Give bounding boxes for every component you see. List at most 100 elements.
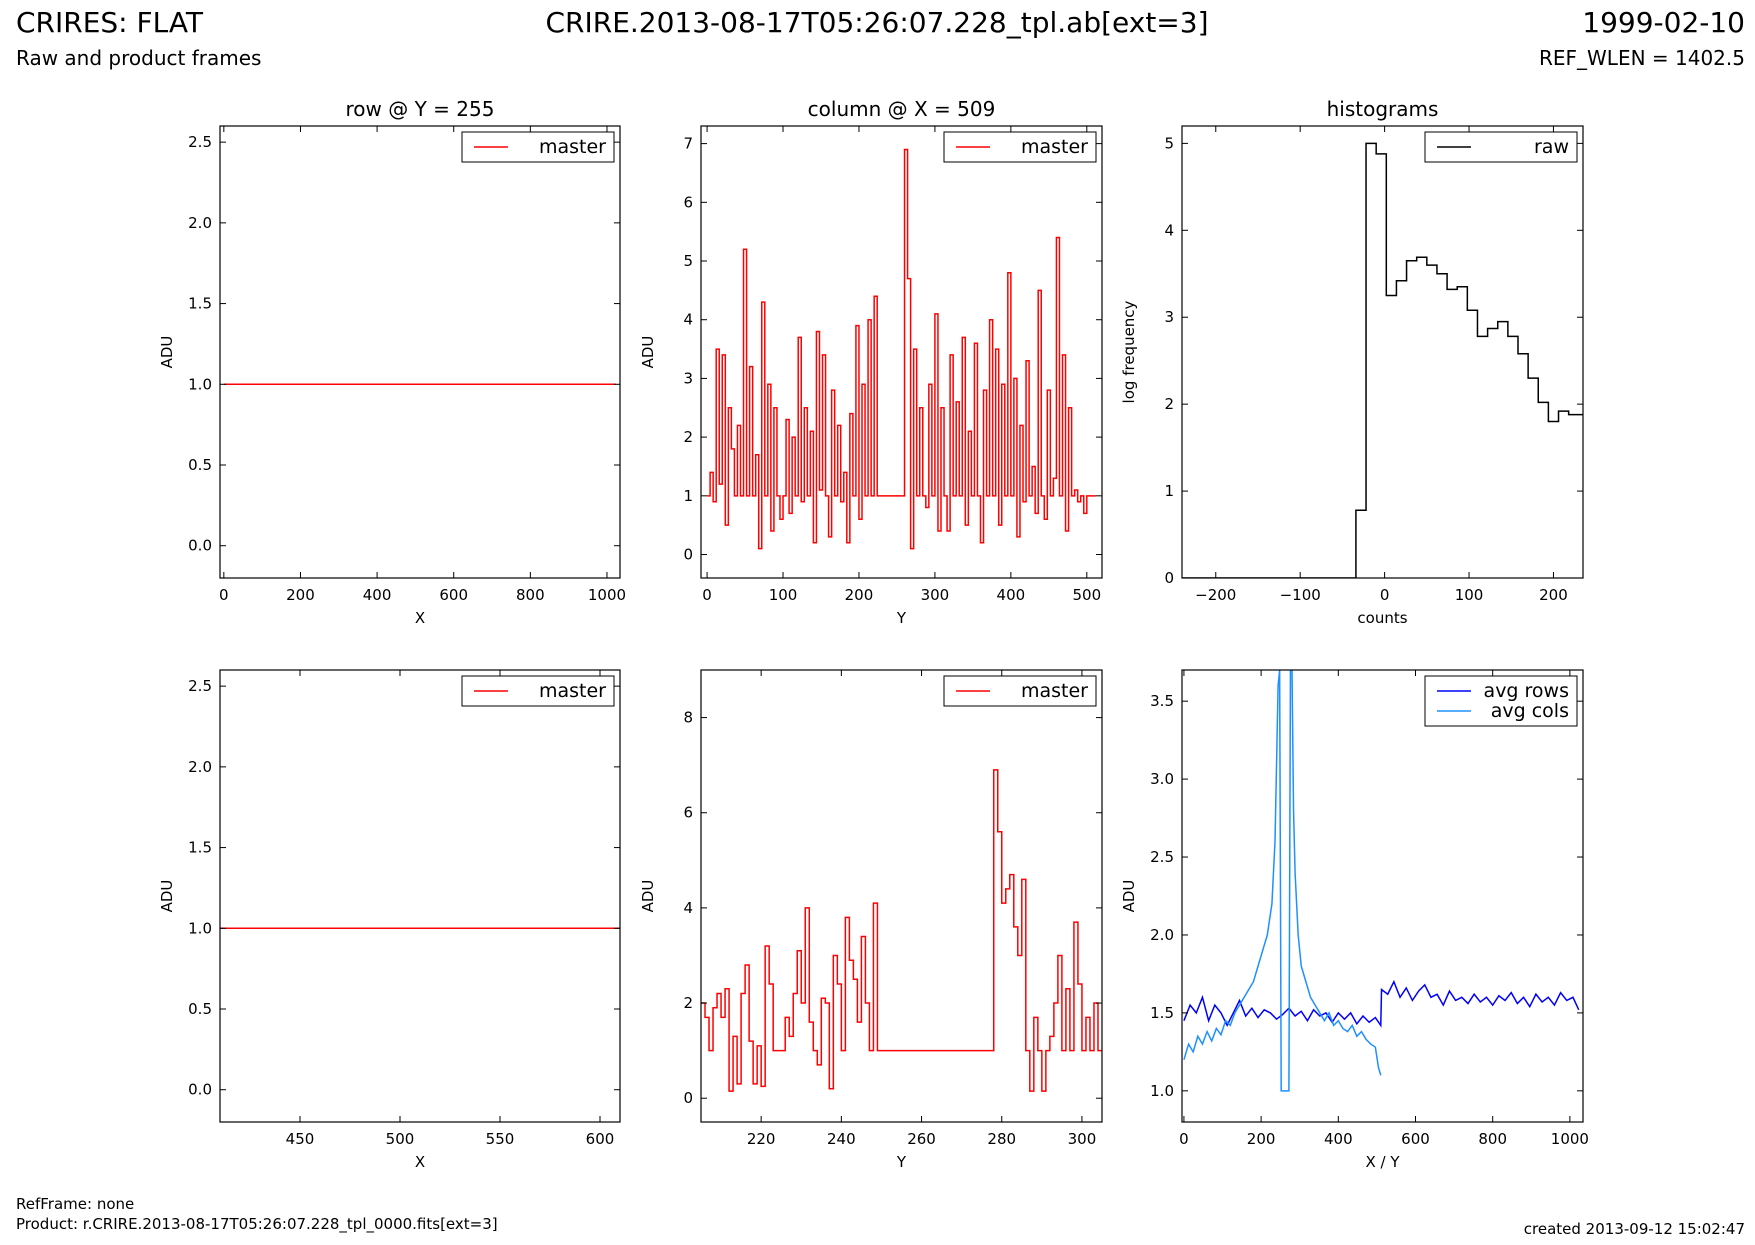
- footer-refframe: RefFrame: none: [16, 1195, 135, 1213]
- x-tick-label: −100: [1280, 586, 1321, 604]
- chart-title: column @ X = 509: [808, 97, 996, 121]
- axes-frame: [1181, 125, 1584, 579]
- legend-label: raw: [1534, 136, 1569, 158]
- y-tick-label: 8: [683, 709, 693, 727]
- y-axis-label: ADU: [158, 336, 176, 369]
- chart-row-zoom: 450 500 550 600 0.0 0.5 1.0 1.5 2.0 2.5 X ADU master: [158, 669, 621, 1171]
- x-tick-label: 0: [702, 586, 712, 604]
- y-axis-label: ADU: [158, 880, 176, 913]
- y-tick-label: 1.5: [1150, 1004, 1174, 1022]
- legend-label: avg cols: [1491, 700, 1569, 722]
- axes-frame: [700, 125, 1103, 579]
- x-tick-label: 800: [516, 586, 545, 604]
- legend: master: [461, 131, 615, 163]
- y-tick-label: 0: [683, 1089, 693, 1107]
- subtitle-left: Raw and product frames: [16, 46, 262, 70]
- x-tick-label: 220: [747, 1130, 776, 1148]
- y-axis-label: ADU: [1120, 880, 1138, 913]
- x-tick-label: 600: [439, 586, 468, 604]
- legend: master: [943, 675, 1097, 707]
- x-tick-label: 0: [1380, 586, 1390, 604]
- y-tick-label: 1: [1164, 482, 1174, 500]
- y-tick-label: 0: [1164, 569, 1174, 587]
- x-axis-label: Y: [896, 1153, 907, 1171]
- legend: master: [943, 131, 1097, 163]
- x-tick-label: 600: [586, 1130, 615, 1148]
- x-tick-label: 200: [1247, 1130, 1276, 1148]
- y-tick-label: 5: [1164, 134, 1174, 152]
- y-tick-label: 1: [683, 487, 693, 505]
- axes-frame: [700, 669, 1103, 1123]
- y-tick-label: 2: [683, 428, 693, 446]
- y-tick-label: 0: [683, 546, 693, 564]
- title-center: CRIRE.2013-08-17T05:26:07.228_tpl.ab[ext…: [545, 6, 1209, 39]
- x-tick-label: 0: [1179, 1130, 1189, 1148]
- y-tick-label: 0.5: [188, 1000, 212, 1018]
- y-tick-label: 3: [683, 369, 693, 387]
- x-tick-label: 550: [486, 1130, 515, 1148]
- y-tick-label: 0.5: [188, 456, 212, 474]
- y-tick-label: 1.5: [188, 839, 212, 857]
- title-left: CRIRES: FLAT: [16, 6, 203, 39]
- series-avg-rows: [1183, 979, 1580, 1028]
- series-master: [707, 148, 1096, 550]
- chart-column-zoom: 220 240 260 280 300 0 2 4 6 8 Y ADU master: [639, 669, 1103, 1171]
- y-tick-label: 5: [683, 252, 693, 270]
- x-axis-label: counts: [1357, 609, 1407, 627]
- y-tick-label: 3.0: [1150, 770, 1174, 788]
- y-tick-label: 2: [683, 994, 693, 1012]
- x-tick-label: 260: [907, 1130, 936, 1148]
- x-tick-label: 600: [1401, 1130, 1430, 1148]
- chart-title: histograms: [1327, 97, 1439, 121]
- legend-label: avg rows: [1484, 680, 1569, 702]
- axes-frame: [219, 669, 621, 1123]
- y-tick-label: 7: [683, 135, 693, 153]
- subtitle-right: REF_WLEN = 1402.5: [1538, 46, 1745, 70]
- chart-histograms: −200 −100 0 100 200 0 1 2 3 4 5 histograms counts log…: [1120, 97, 1584, 627]
- x-tick-label: 300: [921, 586, 950, 604]
- y-tick-label: 4: [683, 311, 693, 329]
- x-tick-label: 400: [1324, 1130, 1353, 1148]
- y-tick-label: 2.5: [188, 677, 212, 695]
- y-tick-label: 6: [683, 193, 693, 211]
- x-tick-label: 500: [386, 1130, 415, 1148]
- x-axis-label: X: [415, 1153, 425, 1171]
- y-tick-label: 1.5: [188, 295, 212, 313]
- legend-label: master: [1021, 680, 1088, 702]
- y-tick-label: 6: [683, 804, 693, 822]
- y-tick-label: 2: [1164, 395, 1174, 413]
- chart-averages: 0 200 400 600 800 1000 1.0 1.5 2.0 2.5 3.0 3.5 X / Y…: [1120, 669, 1589, 1171]
- y-tick-label: 3.5: [1150, 692, 1174, 710]
- y-tick-label: 0.0: [188, 537, 212, 555]
- x-tick-label: 300: [1068, 1130, 1097, 1148]
- x-axis-label: X / Y: [1365, 1153, 1400, 1171]
- legend: raw: [1424, 131, 1578, 163]
- x-tick-label: 200: [286, 586, 315, 604]
- x-tick-label: 1000: [588, 586, 626, 604]
- x-tick-label: −200: [1195, 586, 1236, 604]
- axes-frame: [219, 125, 621, 579]
- x-tick-label: 100: [769, 586, 798, 604]
- legend-label: master: [539, 136, 606, 158]
- x-tick-label: 800: [1478, 1130, 1507, 1148]
- x-tick-label: 400: [363, 586, 392, 604]
- x-tick-label: 0: [219, 586, 229, 604]
- x-tick-label: 100: [1455, 586, 1484, 604]
- legend: master: [461, 675, 615, 707]
- y-tick-label: 2.0: [1150, 926, 1174, 944]
- axes-frame: [1181, 669, 1584, 1123]
- chart-title: row @ Y = 255: [346, 97, 495, 121]
- y-axis-label: ADU: [639, 880, 657, 913]
- chart-column: 0 100 200 300 400 500 0 1 2 3 4 5 6 7 column @ X = 509…: [639, 97, 1103, 627]
- x-tick-label: 1000: [1551, 1130, 1589, 1148]
- x-tick-label: 280: [987, 1130, 1016, 1148]
- chart-row: 0 200 400 600 800 1000 0.0 0.5 1.0 1.5 2.0 2.5 row @…: [158, 97, 626, 627]
- footer-created: created 2013-09-12 15:02:47: [1523, 1220, 1745, 1238]
- footer-product: Product: r.CRIRE.2013-08-17T05:26:07.228…: [16, 1215, 498, 1233]
- y-tick-label: 1.0: [1150, 1082, 1174, 1100]
- series-master: [701, 769, 1102, 1092]
- y-tick-label: 3: [1164, 308, 1174, 326]
- title-right: 1999-02-10: [1582, 6, 1745, 39]
- x-tick-label: 500: [1072, 586, 1101, 604]
